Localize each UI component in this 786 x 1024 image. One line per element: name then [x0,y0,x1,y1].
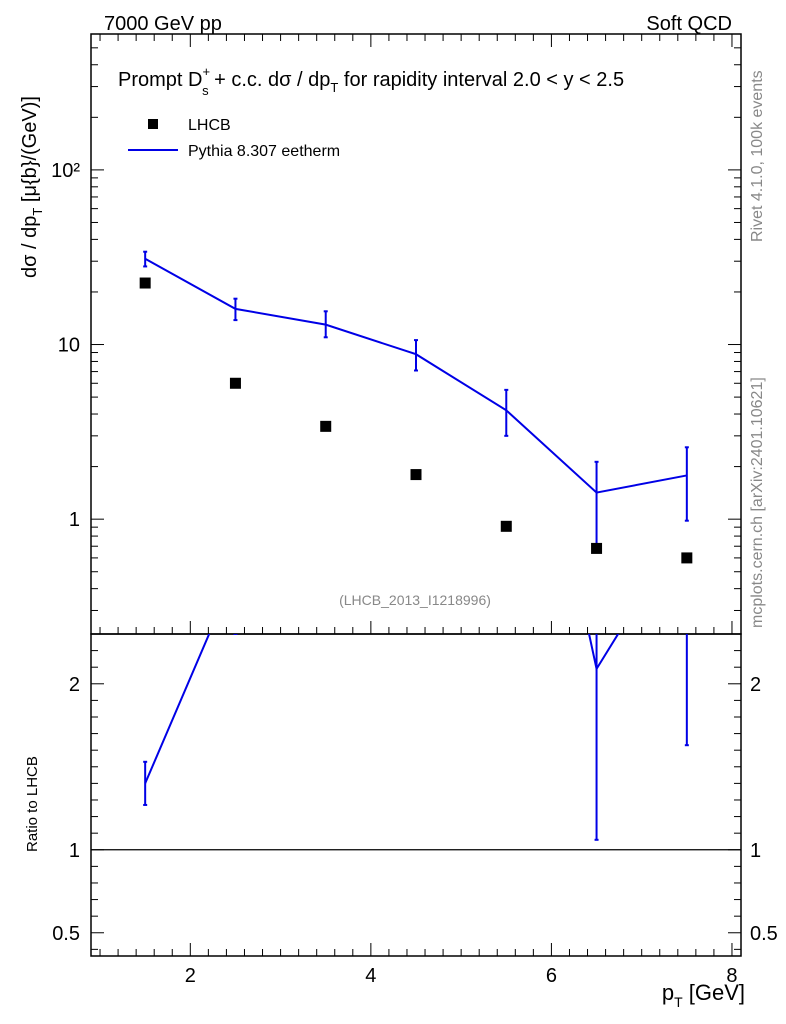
mc-series-line [144,257,688,494]
ratio-y-axis-label: Ratio to LHCB [24,756,41,852]
legend-data-marker [148,119,158,129]
side-label-bottom: mcplots.cern.ch [arXiv:2401.10621] [749,377,766,628]
x-tick-label: 4 [365,965,376,987]
data-point [320,420,332,432]
x-tick-label: 8 [726,965,737,987]
data-point [139,277,151,289]
x-tick-label: 2 [185,965,196,987]
data-point [229,377,241,389]
ratio-y-tick-label-right: 1 [750,840,761,862]
x-axis-label: pT [GeV] [662,980,745,1010]
main-data-layer [139,250,693,564]
ratio-panel-frame [90,633,742,957]
y-tick-label: 1 [69,509,80,531]
ratio-series-line [144,634,620,784]
ratio-y-tick-label: 2 [69,674,80,696]
header-right: Soft QCD [646,13,732,35]
main-y-axis-label: dσ / dpT [μ{b}/(GeV)] [19,96,45,278]
ratio-y-tick-label-right: 2 [750,674,761,696]
data-point [500,520,512,532]
legend-data-label: LHCB [188,117,231,134]
ratio-data-layer [91,634,741,851]
ratio-y-tick-label-right: 0.5 [750,923,778,945]
axis-tick-labels: 2 4 6 8 1 10 10² 0.5 0.5 1 1 2 2 [51,160,778,987]
data-point [410,469,422,481]
plot-title: Prompt D+ s + c.c. dσ / dpT for rapidity … [118,64,624,98]
axis-ticks [91,33,741,956]
y-tick-label: 10 [58,335,80,357]
data-point [681,552,693,564]
ratio-y-tick-label: 1 [69,840,80,862]
ratio-y-tick-label: 0.5 [52,923,80,945]
side-label-top: Rivet 4.1.0, 100k events [749,70,766,242]
analysis-watermark: (LHCB_2013_I1218996) [339,592,491,608]
header-left: 7000 GeV pp [104,13,222,35]
y-tick-label: 10² [51,160,80,182]
data-point [591,542,603,554]
x-tick-label: 6 [546,965,557,987]
legend-mc-label: Pythia 8.307 eetherm [188,143,340,160]
